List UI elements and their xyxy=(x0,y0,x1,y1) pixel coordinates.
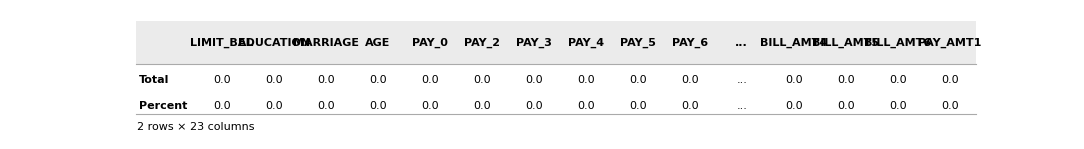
Text: 0.0: 0.0 xyxy=(369,75,387,85)
Text: 0.0: 0.0 xyxy=(785,75,802,85)
Text: ...: ... xyxy=(736,75,747,85)
Text: 0.0: 0.0 xyxy=(629,75,646,85)
Text: PAY_4: PAY_4 xyxy=(568,37,604,48)
Text: 0.0: 0.0 xyxy=(421,75,439,85)
Text: 0.0: 0.0 xyxy=(318,75,335,85)
Text: 0.0: 0.0 xyxy=(629,101,646,111)
Text: ...: ... xyxy=(736,101,747,111)
Text: 0.0: 0.0 xyxy=(369,101,387,111)
Text: 0.0: 0.0 xyxy=(214,101,231,111)
Text: PAY_AMT1: PAY_AMT1 xyxy=(918,37,981,48)
Text: 0.0: 0.0 xyxy=(889,75,906,85)
Text: 0.0: 0.0 xyxy=(577,101,595,111)
Text: PAY_6: PAY_6 xyxy=(672,37,708,48)
Text: 0.0: 0.0 xyxy=(837,101,854,111)
Text: 0.0: 0.0 xyxy=(681,101,698,111)
Text: 0.0: 0.0 xyxy=(941,101,958,111)
FancyBboxPatch shape xyxy=(136,21,976,64)
Text: 0.0: 0.0 xyxy=(681,75,698,85)
Text: BILL_AMT5: BILL_AMT5 xyxy=(812,37,879,48)
Text: 0.0: 0.0 xyxy=(266,75,283,85)
Text: 0.0: 0.0 xyxy=(525,75,543,85)
Text: EDUCATION: EDUCATION xyxy=(237,38,310,48)
Text: Percent: Percent xyxy=(139,101,186,111)
Text: 0.0: 0.0 xyxy=(785,101,802,111)
Text: PAY_0: PAY_0 xyxy=(412,37,448,48)
Text: MARRIAGE: MARRIAGE xyxy=(293,38,359,48)
Text: 0.0: 0.0 xyxy=(837,75,854,85)
Text: 2 rows × 23 columns: 2 rows × 23 columns xyxy=(138,122,255,132)
Text: PAY_5: PAY_5 xyxy=(620,37,656,48)
Text: LIMIT_BAL: LIMIT_BAL xyxy=(191,37,254,48)
Text: ...: ... xyxy=(735,38,748,48)
Text: PAY_2: PAY_2 xyxy=(464,37,500,48)
Text: PAY_3: PAY_3 xyxy=(516,37,552,48)
Text: 0.0: 0.0 xyxy=(577,75,595,85)
Text: 0.0: 0.0 xyxy=(473,101,491,111)
Text: 0.0: 0.0 xyxy=(941,75,958,85)
Text: 0.0: 0.0 xyxy=(421,101,439,111)
Text: BILL_AMT4: BILL_AMT4 xyxy=(760,37,827,48)
Text: 0.0: 0.0 xyxy=(889,101,906,111)
Text: 0.0: 0.0 xyxy=(473,75,491,85)
Text: 0.0: 0.0 xyxy=(525,101,543,111)
Text: Total: Total xyxy=(139,75,169,85)
Text: BILL_AMT6: BILL_AMT6 xyxy=(864,37,931,48)
Text: 0.0: 0.0 xyxy=(318,101,335,111)
Text: AGE: AGE xyxy=(365,38,390,48)
Text: 0.0: 0.0 xyxy=(214,75,231,85)
Text: 0.0: 0.0 xyxy=(266,101,283,111)
